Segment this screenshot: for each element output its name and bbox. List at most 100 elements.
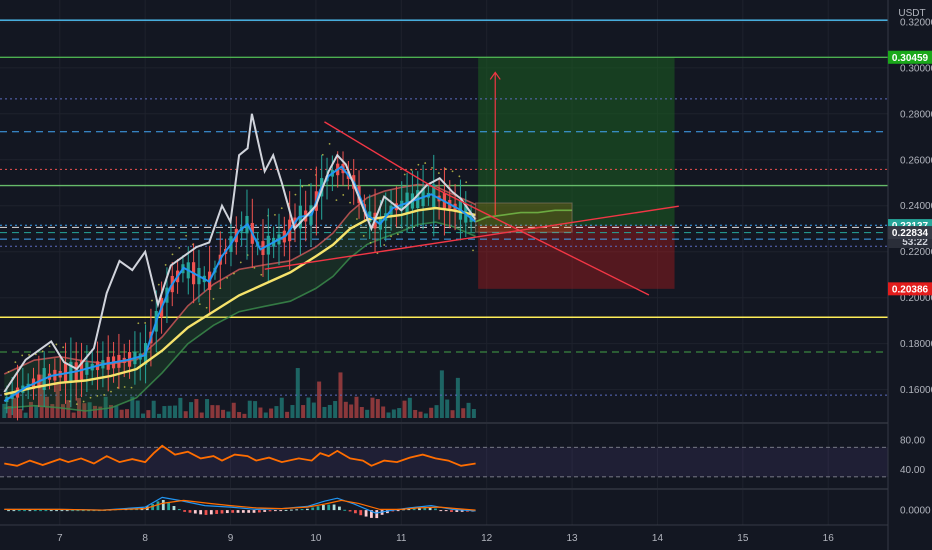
- macd-histogram-bar: [327, 504, 331, 511]
- volume-bar: [370, 397, 375, 418]
- time-tick-label: 9: [228, 533, 234, 544]
- sar-dot: [41, 350, 44, 353]
- sar-dot: [308, 183, 310, 186]
- volume-bar: [60, 404, 65, 418]
- sar-dot: [301, 185, 304, 188]
- volume-bar: [269, 408, 274, 418]
- sar-dot: [212, 298, 215, 300]
- macd-histogram-bar: [338, 506, 341, 511]
- rsi-line: [4, 444, 476, 467]
- sar-dot: [75, 403, 78, 406]
- macd-histogram-bar: [316, 506, 320, 511]
- volume-bar: [23, 412, 28, 418]
- volume-bar: [135, 400, 140, 418]
- time-tick-label: 15: [737, 533, 749, 544]
- sar-dot: [55, 343, 58, 346]
- sar-dot: [103, 394, 106, 396]
- sar-dot: [335, 199, 338, 202]
- macd-histogram-bar: [295, 509, 299, 511]
- sar-dot: [233, 272, 235, 275]
- volume-bar: [146, 410, 151, 418]
- macd-histogram-bar: [7, 510, 10, 512]
- sar-dot: [321, 153, 324, 156]
- macd-histogram-bar: [257, 510, 261, 513]
- macd-histogram-bar: [423, 507, 427, 511]
- volume-bar: [199, 412, 204, 418]
- sar-dot: [48, 345, 51, 348]
- volume-bar: [413, 409, 418, 418]
- volume-bar: [157, 413, 162, 418]
- sar-dot: [89, 396, 92, 399]
- volume-bar: [418, 411, 423, 418]
- volume-bar: [76, 398, 81, 418]
- sar-dot: [444, 168, 447, 170]
- volume-bar: [231, 402, 236, 418]
- sar-dot: [151, 299, 153, 302]
- price-tag-label: 0.30459: [892, 53, 929, 64]
- volume-bar: [189, 402, 194, 418]
- volume-bar: [263, 412, 268, 418]
- sar-dot: [465, 181, 468, 184]
- volume-bar: [343, 401, 348, 418]
- sar-dot: [21, 354, 24, 357]
- macd-histogram-bar: [209, 510, 213, 515]
- volume-bar: [50, 404, 55, 418]
- volume-bar: [242, 413, 247, 418]
- sar-dot: [424, 162, 427, 164]
- macd-histogram-bar: [161, 499, 165, 511]
- macd-tick-label: 0.0000: [900, 506, 931, 517]
- macd-histogram-bar: [199, 510, 203, 515]
- volume-bar: [18, 408, 23, 418]
- ema-line: [4, 206, 476, 396]
- macd-histogram-bar: [311, 507, 315, 511]
- time-axis[interactable]: 7 8 9 10 11 12 13 14 15 16: [0, 524, 888, 544]
- macd-histogram-bar: [273, 510, 277, 512]
- volume-bar: [359, 406, 364, 418]
- trendline: [324, 121, 436, 190]
- sar-dot: [171, 253, 174, 256]
- macd-histogram-bar: [12, 510, 16, 512]
- volume-bar: [375, 399, 380, 418]
- sar-dot: [82, 400, 85, 403]
- sar-dot: [7, 370, 10, 373]
- macd-histogram-bar: [87, 510, 90, 512]
- sar-dot: [403, 173, 406, 176]
- volume-bar: [2, 403, 7, 418]
- sar-dot: [431, 166, 433, 169]
- volume-bar: [7, 406, 12, 418]
- volume-bar: [258, 407, 263, 418]
- time-tick-label: 16: [823, 533, 835, 544]
- volume-bar: [151, 400, 156, 418]
- volume-bar: [125, 409, 130, 418]
- long-position-tool[interactable]: [478, 57, 675, 289]
- price-tag-label: 0.20386: [892, 284, 929, 295]
- volume-bar: [327, 404, 332, 418]
- price-axis-background: [888, 0, 932, 550]
- volume-bar: [461, 408, 466, 418]
- macd-histogram-bar: [28, 510, 32, 512]
- sar-dot: [369, 241, 372, 244]
- macd-histogram-bar: [183, 510, 187, 512]
- volume-bar: [274, 406, 279, 418]
- channel-lower-line: [4, 221, 476, 412]
- time-tick-label: 8: [142, 533, 148, 544]
- macd-histogram-bar: [151, 503, 155, 511]
- macd-histogram-bar: [321, 504, 325, 511]
- price-tag-box: [888, 226, 932, 240]
- sar-dot: [144, 322, 147, 324]
- volume-bar: [391, 409, 396, 418]
- sar-dot: [410, 168, 413, 171]
- sar-dot: [417, 163, 420, 166]
- sar-dot: [458, 175, 461, 178]
- trendlines[interactable]: [264, 121, 679, 296]
- volume-bar: [365, 409, 370, 418]
- sar-dot: [226, 277, 229, 279]
- horizontal-levels[interactable]: [0, 19, 888, 396]
- macd-histogram-bar: [92, 510, 96, 512]
- volume-bar: [407, 397, 412, 418]
- volume-bar: [311, 402, 316, 418]
